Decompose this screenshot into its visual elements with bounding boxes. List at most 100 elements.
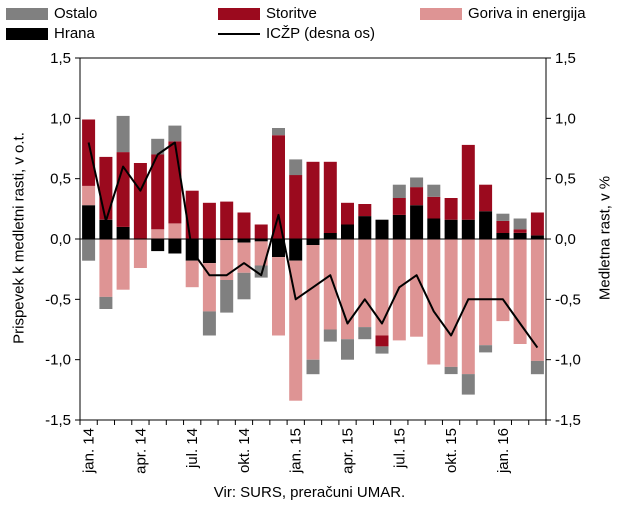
bar-goriva	[358, 239, 372, 328]
left-tick-label: 1,0	[50, 110, 71, 127]
right-tick-label: -0,5	[555, 291, 581, 308]
bar-ostalo	[220, 280, 234, 313]
bar-storitve	[168, 141, 182, 224]
x-tick-label: jan. 14	[81, 428, 98, 474]
bar-goriva	[116, 239, 130, 290]
bar-hrana	[375, 219, 389, 239]
right-tick-label: -1,5	[555, 412, 581, 429]
bar-ostalo	[530, 360, 544, 375]
x-tick-label: okt. 14	[236, 428, 253, 473]
bar-ostalo	[168, 125, 182, 142]
bar-goriva	[82, 185, 96, 206]
bar-goriva	[151, 229, 165, 239]
bar-storitve	[116, 152, 130, 227]
bar-ostalo	[410, 177, 424, 188]
right-tick-label: 1,5	[555, 50, 576, 67]
x-tick-label: jul. 14	[184, 428, 201, 469]
bar-storitve	[358, 204, 372, 217]
bar-goriva	[392, 239, 406, 341]
bar-storitve	[133, 163, 147, 239]
bar-goriva	[479, 239, 493, 346]
bar-hrana	[168, 239, 182, 254]
bar-goriva	[168, 223, 182, 239]
bar-goriva	[530, 239, 544, 361]
legend-swatch-ostalo	[6, 7, 48, 20]
chart-legend: Ostalo Storitve Goriva in energija Hrana…	[0, 0, 619, 46]
bar-ostalo	[151, 138, 165, 155]
bar-goriva	[254, 241, 268, 266]
bar-ostalo	[116, 115, 130, 153]
bar-storitve	[444, 198, 458, 220]
bar-ostalo	[202, 311, 216, 336]
bar-storitve	[461, 144, 475, 220]
x-tick-label: jul. 15	[391, 428, 408, 469]
bar-ostalo	[341, 339, 354, 360]
bar-hrana	[530, 235, 544, 239]
legend-item-hrana: Hrana	[6, 25, 95, 42]
bar-hrana	[410, 205, 424, 239]
bar-storitve	[427, 196, 441, 219]
legend-label-hrana: Hrana	[54, 25, 95, 42]
bar-storitve	[272, 135, 285, 239]
right-tick-label: -1,0	[555, 352, 581, 369]
bar-storitve	[82, 119, 96, 186]
bar-ostalo	[392, 184, 406, 198]
bar-ostalo	[254, 265, 268, 278]
bar-ostalo	[375, 346, 389, 354]
bar-goriva	[289, 260, 303, 401]
bar-hrana	[272, 239, 285, 258]
bar-ostalo	[496, 213, 510, 221]
bar-storitve	[220, 201, 234, 239]
bar-storitve	[202, 202, 216, 239]
bar-ostalo	[323, 329, 337, 342]
bar-goriva	[444, 239, 458, 367]
bar-hrana	[479, 211, 493, 239]
bar-goriva	[99, 239, 113, 297]
bar-hrana	[358, 216, 372, 239]
bar-goriva	[306, 245, 320, 360]
bar-storitve	[237, 212, 251, 239]
bar-goriva	[375, 239, 389, 336]
bar-ostalo	[99, 296, 113, 309]
bar-hrana	[202, 239, 216, 264]
bar-hrana	[341, 224, 354, 239]
bar-ostalo	[82, 239, 96, 261]
bar-hrana	[237, 239, 251, 243]
bar-storitve	[392, 198, 406, 215]
bar-hrana	[99, 219, 113, 239]
bar-storitve	[185, 190, 199, 239]
legend-label-iczp: ICŽP (desna os)	[266, 25, 375, 42]
bar-storitve	[323, 161, 337, 233]
x-tick-label: apr. 15	[340, 428, 357, 474]
legend-item-goriva: Goriva in energija	[420, 5, 586, 22]
bar-hrana	[220, 239, 234, 241]
line-iczp	[87, 141, 539, 349]
legend-line-iczp	[218, 32, 260, 35]
bar-storitve	[496, 220, 510, 233]
x-tick-label: apr. 14	[132, 428, 149, 474]
bar-goriva	[496, 239, 510, 322]
bar-storitve	[341, 202, 354, 225]
bar-storitve	[99, 156, 113, 220]
right-tick-label: 0,0	[555, 231, 576, 248]
bar-hrana	[427, 218, 441, 239]
bar-ostalo	[513, 218, 527, 230]
bar-storitve	[151, 154, 165, 230]
left-tick-label: 0,5	[50, 171, 71, 188]
source-note: Vir: SURS, preračuni UMAR.	[213, 484, 406, 501]
bar-goriva	[133, 239, 147, 268]
left-tick-label: -0,5	[45, 291, 71, 308]
legend-label-ostalo: Ostalo	[54, 5, 98, 22]
bar-storitve	[513, 229, 527, 233]
bar-hrana	[323, 233, 337, 239]
bar-goriva	[323, 239, 337, 330]
left-tick-label: -1,5	[45, 412, 71, 429]
bar-goriva	[410, 239, 424, 337]
bar-ostalo	[306, 359, 320, 375]
legend-item-iczp: ICŽP (desna os)	[218, 25, 375, 42]
bar-storitve	[375, 335, 389, 347]
bar-goriva	[272, 257, 285, 336]
legend-swatch-storitve	[218, 7, 260, 20]
bar-storitve	[289, 175, 303, 239]
